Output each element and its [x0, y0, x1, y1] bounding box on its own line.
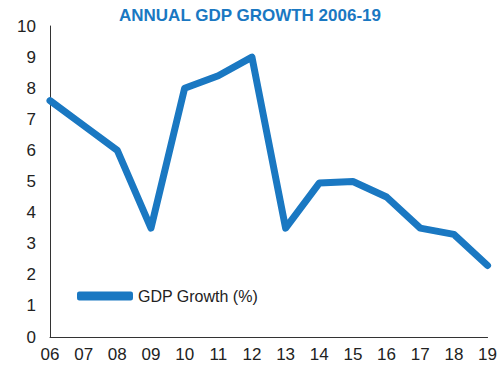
svg-text:2: 2 — [27, 265, 36, 284]
svg-text:0: 0 — [27, 328, 36, 347]
svg-text:12: 12 — [242, 345, 261, 364]
svg-text:ANNUAL GDP GROWTH 2006-19: ANNUAL GDP GROWTH 2006-19 — [119, 6, 381, 25]
svg-text:5: 5 — [27, 172, 36, 191]
svg-text:8: 8 — [27, 79, 36, 98]
svg-text:4: 4 — [27, 203, 36, 222]
svg-text:13: 13 — [276, 345, 295, 364]
svg-text:19: 19 — [478, 345, 497, 364]
svg-text:7: 7 — [27, 110, 36, 129]
svg-text:06: 06 — [41, 345, 60, 364]
svg-text:18: 18 — [444, 345, 463, 364]
svg-text:14: 14 — [310, 345, 329, 364]
svg-text:GDP Growth (%): GDP Growth (%) — [138, 288, 258, 305]
svg-text:9: 9 — [27, 48, 36, 67]
svg-text:10: 10 — [175, 345, 194, 364]
svg-text:10: 10 — [17, 17, 36, 36]
svg-text:1: 1 — [27, 296, 36, 315]
svg-text:08: 08 — [108, 345, 127, 364]
svg-text:16: 16 — [377, 345, 396, 364]
svg-text:17: 17 — [411, 345, 430, 364]
svg-text:07: 07 — [74, 345, 93, 364]
svg-text:15: 15 — [343, 345, 362, 364]
svg-text:09: 09 — [142, 345, 161, 364]
svg-text:6: 6 — [27, 141, 36, 160]
svg-text:11: 11 — [209, 345, 227, 364]
svg-text:3: 3 — [27, 234, 36, 253]
